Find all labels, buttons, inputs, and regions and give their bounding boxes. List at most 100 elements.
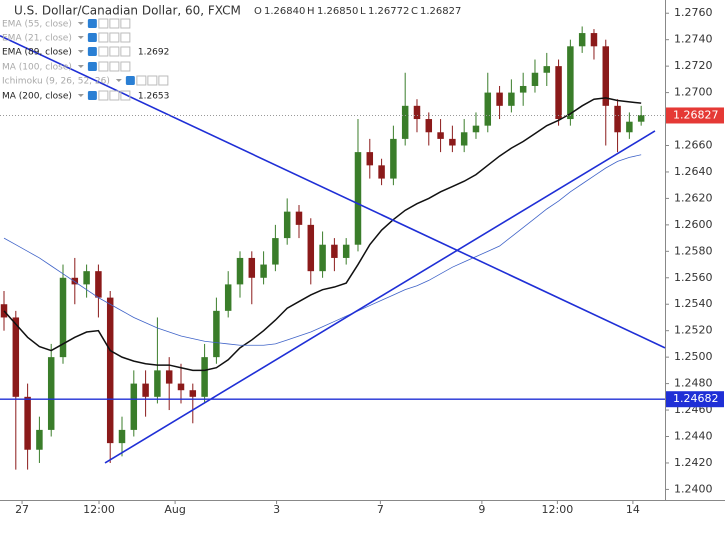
candle-body — [36, 429, 43, 450]
candle-body — [401, 105, 409, 139]
candle-body — [201, 357, 208, 397]
x-tick-label: Aug — [164, 503, 185, 516]
candle-body — [154, 370, 161, 397]
ohlc-h: 1.26850 — [317, 6, 358, 17]
candle-body — [95, 271, 102, 298]
ohlc-l-label: L — [360, 6, 366, 17]
dropdown-icon — [77, 50, 84, 53]
y-tick-label: 1.2480 — [674, 377, 713, 390]
candle-body — [24, 396, 31, 450]
y-tick-label: 1.2740 — [674, 33, 713, 46]
y-tick-label: 1.2420 — [674, 456, 713, 469]
candle-body — [272, 238, 279, 265]
x-tick-label: 9 — [478, 503, 485, 516]
candle-body — [543, 66, 551, 73]
candle-body — [118, 429, 126, 444]
ohlc-o-label: O — [254, 6, 262, 17]
eye-icon — [87, 33, 97, 42]
candle-body — [460, 132, 468, 146]
candle-body — [260, 264, 267, 278]
dropdown-icon — [77, 36, 84, 39]
eye-icon — [87, 19, 97, 28]
y-tick-label: 1.2660 — [674, 139, 713, 152]
candle-body — [354, 152, 362, 245]
x-tick-label: 3 — [273, 503, 280, 516]
settings-icon — [98, 46, 109, 57]
trendline — [0, 34, 666, 349]
price-tag-bg — [666, 391, 724, 408]
chart-title: U.S. Dollar/Canadian Dollar, 60, FXCM — [14, 4, 241, 18]
indicator-value: 1.2692 — [138, 48, 170, 58]
ohlc-l: 1.26772 — [368, 6, 409, 17]
settings-icon — [98, 61, 109, 72]
y-tick-label: 1.2540 — [674, 297, 713, 310]
candle-body — [578, 33, 586, 47]
source-icon — [109, 32, 120, 43]
candle-body — [319, 244, 326, 272]
candle-body — [449, 138, 456, 146]
candle-body — [12, 317, 20, 397]
candle-body — [130, 383, 138, 430]
trendline — [104, 130, 656, 464]
y-tick-label: 1.2620 — [674, 191, 713, 204]
indicator-name: EMA (89, close) — [2, 48, 72, 58]
candle-body — [637, 115, 645, 122]
candle-body — [602, 46, 610, 106]
indicator-name: EMA (21, close) — [2, 34, 72, 44]
candle-body — [47, 357, 55, 430]
eye-icon — [125, 76, 135, 85]
candle-body — [307, 224, 315, 272]
indicator-name: MA (100, close) — [2, 63, 72, 73]
settings-icon — [98, 90, 109, 101]
y-tick-label: 1.2520 — [674, 324, 713, 337]
candle-body — [248, 257, 256, 278]
dropdown-icon — [77, 94, 84, 97]
candle-body — [472, 125, 480, 133]
source-icon — [109, 18, 120, 29]
candle-body — [142, 383, 149, 397]
candle-body — [59, 277, 67, 358]
indicator-name: EMA (55, close) — [2, 20, 72, 30]
ohlc-c-label: C — [411, 6, 418, 17]
ohlc-h-label: H — [307, 6, 315, 17]
candle-body — [295, 211, 303, 225]
y-tick-label: 1.2600 — [674, 218, 713, 231]
dropdown-icon — [77, 22, 84, 25]
candle-body — [177, 383, 185, 391]
indicator-name: MA (200, close) — [2, 92, 72, 102]
candle-body — [283, 211, 291, 239]
ohlc-c: 1.26827 — [420, 6, 461, 17]
dropdown-icon — [115, 79, 122, 82]
dropdown-icon — [77, 65, 84, 68]
indicator-name: Ichimoku (9, 26, 52, 26) — [2, 77, 110, 87]
source-icon — [109, 90, 120, 101]
candle-body — [590, 33, 598, 47]
candle-body — [626, 121, 633, 133]
candle-body — [531, 72, 539, 86]
settings-icon — [98, 18, 109, 29]
x-tick-label: 12:00 — [542, 503, 574, 516]
candle-body — [390, 138, 397, 179]
candle-body — [224, 284, 232, 311]
remove-icon — [120, 46, 131, 57]
y-tick-label: 1.2580 — [674, 244, 713, 257]
y-tick-label: 1.2560 — [674, 271, 713, 284]
candle-body — [519, 85, 527, 93]
indicator-line — [3, 154, 642, 346]
candle-body — [236, 257, 244, 285]
eye-icon — [87, 91, 97, 100]
candle-body — [413, 105, 421, 120]
candle-body — [508, 92, 515, 106]
source-icon — [109, 46, 120, 57]
candle-body — [425, 119, 433, 133]
candle-body — [71, 277, 79, 285]
candle-body — [567, 46, 574, 120]
y-tick-label: 1.2400 — [674, 482, 713, 495]
candle-body — [378, 165, 385, 179]
remove-icon — [120, 32, 131, 43]
eye-icon — [87, 47, 97, 56]
source-icon — [147, 75, 158, 86]
price-tag-bg — [666, 107, 724, 124]
plot-area — [0, 26, 666, 470]
y-tick-label: 1.2700 — [674, 86, 713, 99]
